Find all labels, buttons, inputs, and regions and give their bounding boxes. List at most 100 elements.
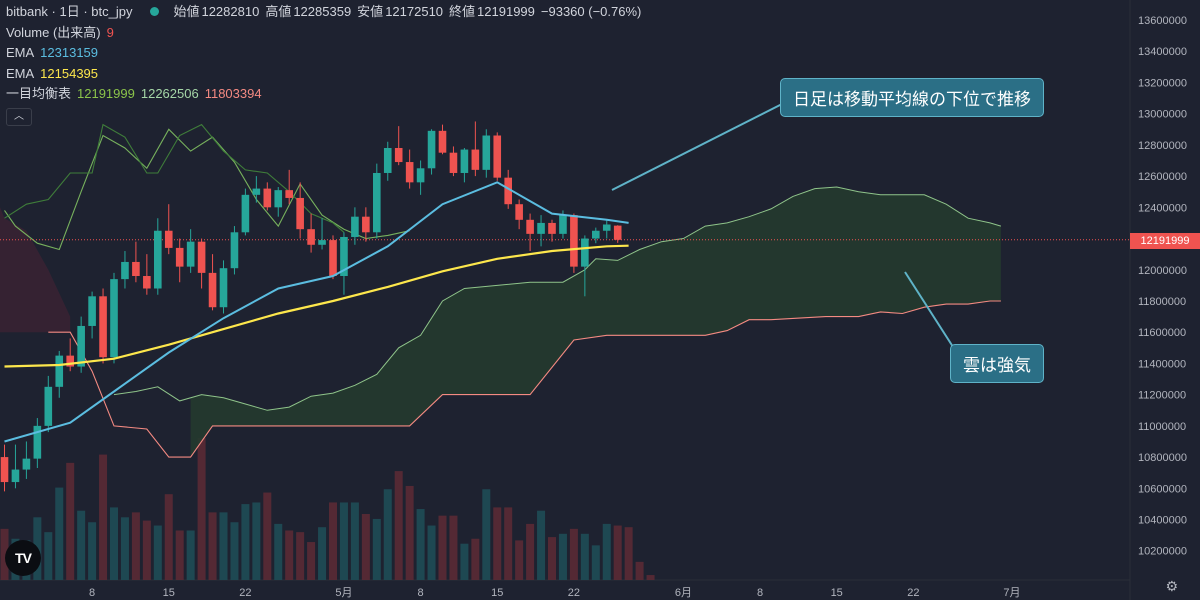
- volume-bar: [482, 489, 491, 580]
- candle-body: [252, 188, 261, 195]
- candle-body: [460, 149, 469, 173]
- volume-bar: [383, 489, 392, 580]
- volume-bar: [526, 523, 535, 580]
- candle-body: [66, 355, 74, 367]
- price-tick-label: 10800000: [1138, 452, 1187, 464]
- ema-slow-legend[interactable]: EMA 12154395: [6, 64, 647, 85]
- candle-body: [602, 224, 611, 231]
- candle-body: [394, 148, 403, 163]
- volume-bar: [471, 538, 480, 580]
- volume-bar: [307, 542, 316, 580]
- open-value: 12282810: [201, 4, 260, 19]
- price-tick-label: 10400000: [1138, 515, 1187, 527]
- ema-slow-value: 12154395: [40, 65, 99, 81]
- date-tick-label: 7月: [1003, 587, 1020, 599]
- volume-bar: [88, 522, 97, 580]
- candle-body: [427, 130, 436, 169]
- ema-slow-label: EMA: [6, 65, 35, 81]
- close-label: 終値: [449, 4, 476, 19]
- volume-bar: [624, 527, 633, 580]
- candle-body: [186, 241, 195, 267]
- ichimoku-legend[interactable]: 一目均衡表 12191999 12262506 11803394: [6, 84, 647, 105]
- price-tick-label: 10600000: [1138, 483, 1187, 495]
- ichimoku-label: 一目均衡表: [6, 86, 72, 101]
- low-value: 12172510: [385, 4, 444, 19]
- candle-body: [33, 425, 42, 459]
- date-tick-label: 15: [163, 587, 175, 599]
- date-tick-label: 22: [568, 587, 580, 599]
- chevron-up-icon: ︿: [14, 110, 24, 122]
- volume-bar: [208, 512, 217, 580]
- price-tick-label: 10200000: [1138, 546, 1187, 558]
- candle-body: [592, 230, 600, 239]
- volume-bar: [339, 502, 348, 580]
- volume-bar: [252, 502, 261, 580]
- cloud-callout-pointer: [904, 271, 956, 351]
- volume-bar: [427, 525, 436, 580]
- symbol-title[interactable]: bitbank · 1日 · btc_jpy: [6, 4, 133, 19]
- candle-body: [208, 272, 217, 308]
- price-tick-label: 11200000: [1138, 390, 1186, 402]
- conversion-line: [4, 128, 410, 251]
- leading-span-b-line: [48, 300, 1001, 458]
- volume-bar: [318, 527, 327, 580]
- volume-bar: [197, 438, 206, 580]
- bull-cloud: [190, 187, 1001, 458]
- volume-bar: [646, 575, 655, 580]
- ema-fast-line: [4, 181, 629, 443]
- trend-callout[interactable]: 日足は移動平均線の下位で推移: [780, 78, 1044, 117]
- tradingview-logo[interactable]: TV: [5, 540, 41, 576]
- candle-body: [383, 148, 392, 173]
- volume-bar: [230, 522, 239, 580]
- volume-bar: [99, 454, 108, 580]
- candle-body: [526, 219, 534, 234]
- low-label: 安値: [357, 4, 384, 19]
- ema-fast-legend[interactable]: EMA 12313159: [6, 43, 647, 64]
- candle-body: [548, 222, 556, 234]
- candle-body: [482, 135, 491, 170]
- price-tick-label: 12600000: [1138, 171, 1187, 183]
- price-tick-label: 12800000: [1138, 140, 1187, 152]
- volume-bar: [602, 523, 611, 580]
- cloud-callout[interactable]: 雲は強気: [950, 344, 1044, 383]
- date-tick-label: 8: [418, 587, 424, 599]
- volume-bar: [0, 528, 9, 580]
- volume-bar: [186, 530, 195, 580]
- ema-fast-label: EMA: [6, 45, 35, 60]
- price-tick-label: 13000000: [1138, 109, 1187, 121]
- volume-bar: [394, 471, 403, 580]
- volume-bar: [263, 492, 272, 580]
- candle-body: [307, 229, 315, 245]
- volume-bar: [515, 540, 524, 580]
- candle-body: [164, 230, 173, 248]
- volume-bar: [504, 507, 513, 580]
- high-value: 12285359: [293, 4, 352, 19]
- collapse-legend-button[interactable]: ︿: [6, 107, 32, 126]
- close-value: 12191999: [477, 4, 535, 19]
- volume-bar: [558, 533, 567, 580]
- date-tick-label: 15: [491, 587, 503, 599]
- ichimoku-value-3: 11803394: [204, 86, 262, 101]
- date-tick-label: 22: [907, 587, 919, 599]
- volume-bar: [164, 494, 173, 580]
- candle-body: [219, 268, 228, 308]
- volume-bar: [635, 561, 644, 580]
- volume-label: Volume (出来高): [6, 24, 101, 40]
- candle-body: [559, 215, 567, 234]
- volume-bar: [153, 525, 162, 580]
- gear-icon[interactable]: ⚙: [1165, 578, 1178, 594]
- change-value: −93360 (−0.76%): [540, 4, 642, 19]
- volume-bar: [350, 502, 359, 580]
- volume-legend[interactable]: Volume (出来高) 9: [6, 23, 647, 44]
- candle-body: [99, 296, 107, 358]
- date-tick-label: 15: [831, 587, 843, 599]
- volume-bar: [120, 517, 129, 580]
- ema-fast-value: 12313159: [40, 45, 99, 60]
- candle-body: [296, 197, 304, 230]
- header-row: bitbank · 1日 · btc_jpy 始値 12282810 高値 122853…: [6, 2, 647, 23]
- market-status-dot: [150, 7, 160, 16]
- volume-bar: [580, 533, 589, 580]
- candle-body: [121, 261, 129, 280]
